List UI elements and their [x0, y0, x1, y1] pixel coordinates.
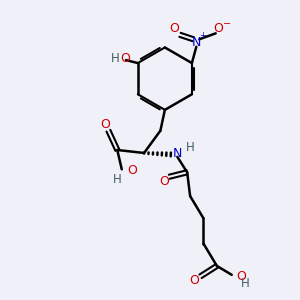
Text: O: O	[120, 52, 130, 65]
Text: N: N	[173, 147, 182, 160]
Text: O: O	[169, 22, 179, 35]
Text: −: −	[223, 19, 231, 28]
Text: H: H	[241, 277, 250, 290]
Text: H: H	[186, 140, 194, 154]
Text: +: +	[199, 31, 206, 40]
Text: O: O	[190, 274, 200, 287]
Text: O: O	[236, 270, 246, 283]
Text: H: H	[113, 173, 122, 186]
Text: O: O	[159, 175, 169, 188]
Text: N: N	[192, 36, 201, 49]
Text: O: O	[128, 164, 138, 177]
Text: O: O	[100, 118, 110, 131]
Text: O: O	[214, 22, 224, 35]
Text: H: H	[111, 52, 120, 65]
